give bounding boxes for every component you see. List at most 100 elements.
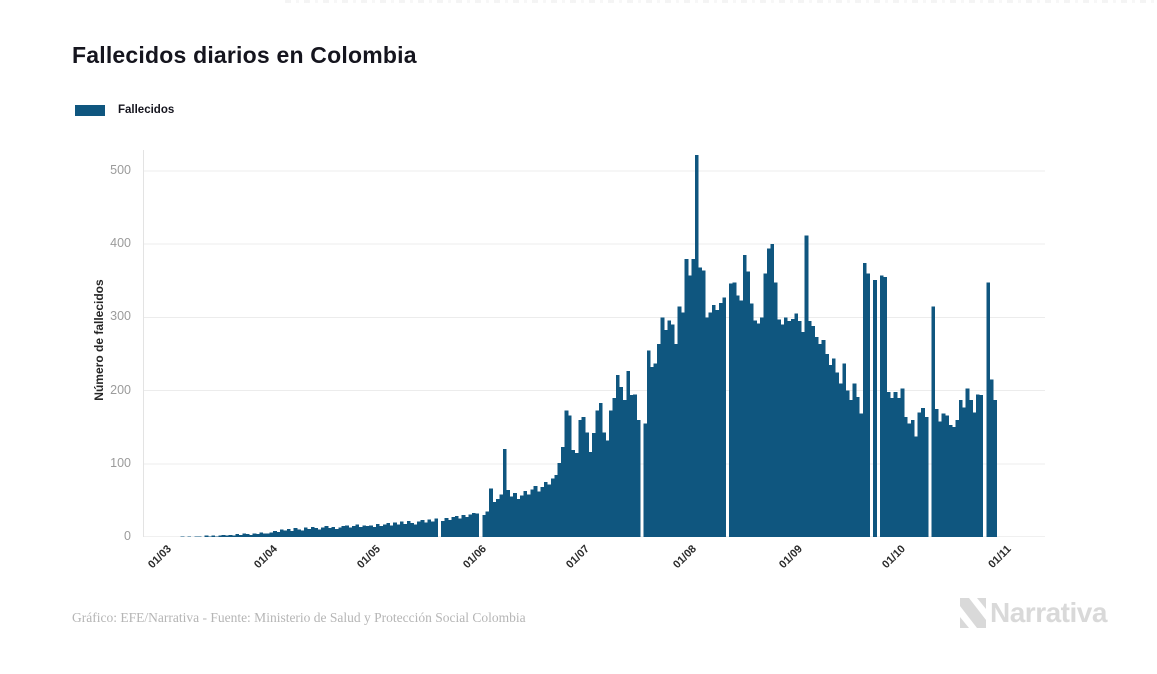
bar-day-7 <box>180 536 185 537</box>
bar-day-77 <box>420 520 425 537</box>
bar-day-165 <box>722 297 726 537</box>
bar-day-136 <box>622 400 627 537</box>
source-credit: Gráfico: EFE/Narrativa - Fuente: Ministe… <box>72 610 526 625</box>
bar-day-209 <box>873 280 877 537</box>
bar-day-121 <box>571 449 576 537</box>
bar-day-144 <box>650 367 654 537</box>
bar-day-112 <box>540 487 545 537</box>
bar-day-17 <box>214 536 219 537</box>
bar-day-180 <box>773 282 778 537</box>
bar-day-9 <box>187 536 192 537</box>
bar-day-114 <box>547 484 552 537</box>
bar-day-185 <box>790 318 795 537</box>
bar-day-153 <box>681 312 685 537</box>
bar-day-52 <box>334 528 339 537</box>
bar-day-198 <box>835 372 840 537</box>
bar-day-191 <box>811 326 816 537</box>
bar-day-18 <box>218 535 222 537</box>
bar-day-235 <box>962 407 966 537</box>
bar-day-15 <box>208 536 212 537</box>
bar-day-142 <box>643 423 648 537</box>
bar-day-79 <box>427 519 432 537</box>
bar-day-30 <box>259 532 264 537</box>
bar-day-113 <box>544 482 548 537</box>
bar-day-196 <box>828 364 833 537</box>
legend-label: Fallecidos <box>118 104 175 116</box>
bar-day-22 <box>232 535 236 537</box>
bar-day-49 <box>324 526 329 537</box>
bar-day-201 <box>845 390 850 537</box>
bar-day-110 <box>533 485 538 537</box>
bar-day-81 <box>434 518 438 537</box>
bar-day-218 <box>904 416 908 537</box>
bar-day-239 <box>976 394 980 537</box>
x-tick-label-01-10: 01/10 <box>879 543 908 571</box>
bar-day-187 <box>797 321 802 537</box>
bar-day-41 <box>297 529 301 537</box>
bar-day-88 <box>458 518 462 537</box>
bar-day-211 <box>880 275 884 537</box>
y-tick-label-100: 100 <box>110 455 131 470</box>
bar-day-176 <box>760 317 764 537</box>
bar-day-228 <box>938 421 942 537</box>
bar-day-134 <box>616 375 620 537</box>
bar-day-101 <box>502 449 507 537</box>
bar-day-243 <box>989 379 994 537</box>
bar-day-242 <box>986 282 990 537</box>
bar-day-67 <box>386 523 390 537</box>
bar-day-230 <box>945 415 949 537</box>
y-tick-label-400: 400 <box>110 236 131 251</box>
bar-day-222 <box>917 412 922 537</box>
narrativa-logo-text: Narrativa <box>990 597 1107 628</box>
bar-day-34 <box>273 531 277 537</box>
bar-day-48 <box>321 527 325 537</box>
bar-day-190 <box>808 321 812 537</box>
bar-day-155 <box>688 275 692 537</box>
bar-day-195 <box>825 354 829 537</box>
bar-day-123 <box>578 419 582 537</box>
bar-day-226 <box>931 306 936 537</box>
bar-day-63 <box>372 526 377 537</box>
bar-day-143 <box>646 350 651 537</box>
bar-day-161 <box>708 312 713 537</box>
bar-day-231 <box>948 425 953 537</box>
bar-day-55 <box>345 525 349 537</box>
bar-day-46 <box>314 528 318 537</box>
bar-day-61 <box>365 526 370 537</box>
y-axis-title: Número de fallecidos <box>92 279 106 401</box>
bar-day-207 <box>866 273 870 537</box>
bar-day-42 <box>300 530 305 537</box>
bar-day-154 <box>684 258 689 537</box>
bar-day-84 <box>444 517 449 537</box>
bar-day-14 <box>204 535 209 537</box>
bar-day-39 <box>290 531 294 537</box>
bar-day-51 <box>331 526 336 537</box>
bar-day-129 <box>598 403 603 537</box>
bar-day-116 <box>554 474 558 537</box>
bar-day-105 <box>516 498 521 537</box>
bar-day-215 <box>893 392 898 537</box>
bar-day-64 <box>376 523 380 537</box>
bar-day-238 <box>972 412 977 537</box>
bar-day-169 <box>736 295 740 537</box>
bar-day-20 <box>225 535 229 537</box>
bar-day-102 <box>506 490 510 537</box>
bar-day-75 <box>413 524 418 537</box>
bar-day-126 <box>588 452 593 537</box>
bar-day-236 <box>965 388 970 537</box>
bar-day-200 <box>842 363 846 537</box>
bar-day-221 <box>914 436 918 537</box>
bar-day-227 <box>934 408 939 537</box>
bar-day-122 <box>574 452 579 537</box>
bar-day-171 <box>742 255 747 537</box>
bar-day-234 <box>958 400 963 537</box>
bar-day-91 <box>468 514 473 537</box>
bar-day-182 <box>780 324 785 537</box>
bar-day-197 <box>832 358 836 537</box>
bar-day-202 <box>849 400 853 537</box>
bar-day-21 <box>228 534 233 537</box>
top-edge-artifact <box>285 0 1157 3</box>
bar-day-183 <box>784 317 788 537</box>
bar-day-40 <box>293 528 298 537</box>
bar-day-220 <box>910 419 915 537</box>
